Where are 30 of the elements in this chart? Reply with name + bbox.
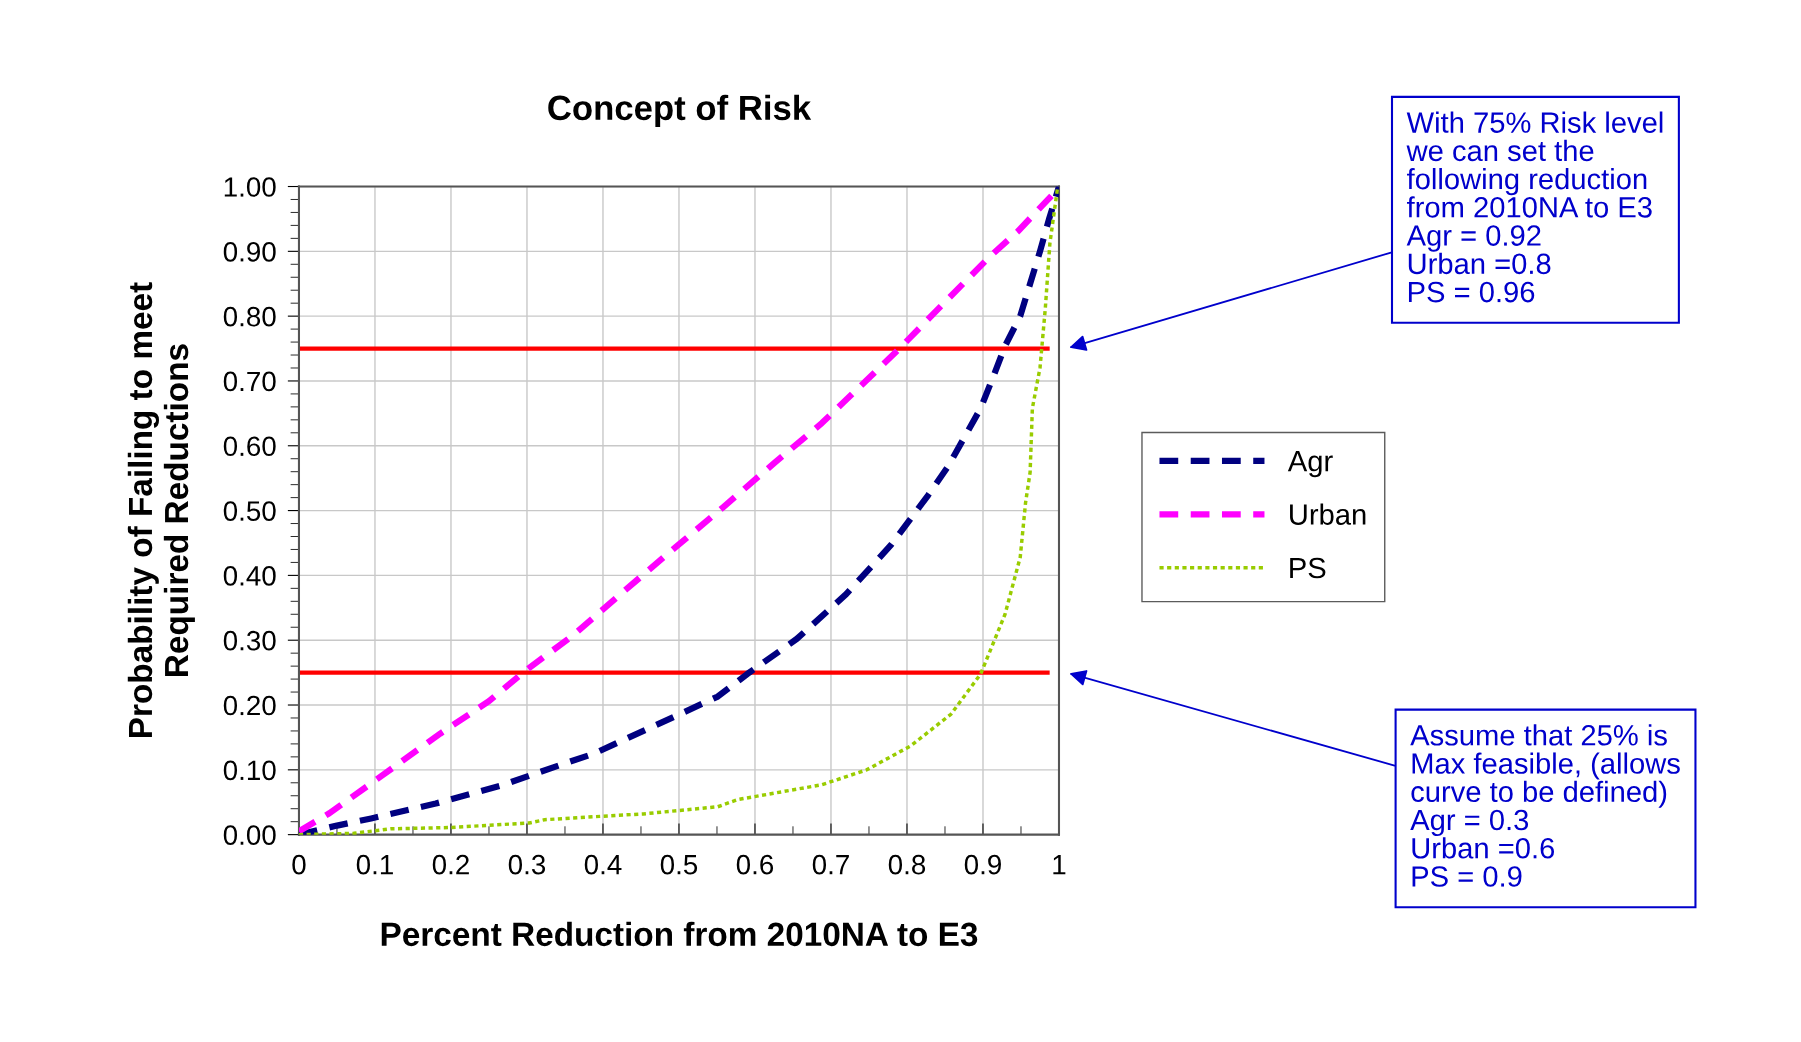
y-tick-label: 0.60: [223, 436, 276, 457]
x-axis-title: Percent Reduction from 2010NA to E3: [381, 921, 978, 947]
y-tick-label: 0.00: [223, 825, 276, 845]
y-tick-label: 1.00: [224, 177, 276, 197]
legend-label: PS: [1290, 557, 1326, 579]
text: With 75% Risk level we can set the following reduction from 2010NA to E3 Agr = 0.92 Urban =0.8 PS = 0.96: [1406, 111, 1663, 303]
x-tick-label: 0.3: [508, 854, 546, 875]
y-tick-label: 0.80: [223, 306, 276, 327]
x-tick-label: 0.1: [356, 854, 393, 875]
x-tick-label: 1: [1053, 855, 1066, 875]
x-tick-label: 0.6: [736, 854, 774, 875]
x-tick-label: 0.2: [432, 854, 469, 875]
y-tick-label: 0.90: [223, 242, 276, 262]
x-tick-label: 0.9: [964, 854, 1001, 875]
y-tick-label: 0.40: [223, 566, 276, 586]
x-tick-label: 0.7: [812, 854, 849, 875]
legend-label: Urban: [1290, 503, 1366, 525]
x-tick-label: 0.8: [888, 854, 926, 875]
y-axis-title: Probability of Failing to meet Required Reductions: [127, 282, 195, 738]
y-tick-label: 0.10: [223, 760, 276, 781]
text: Assume that 25% is Max feasible, (allows curve to be defined) Agr = 0.3 Urban =0.6 PS = 0.9: [1410, 724, 1680, 887]
x-tick-label: 0: [292, 854, 306, 875]
legend-label: Agr: [1287, 451, 1333, 478]
chart-title: Concept of Risk: [548, 94, 812, 128]
y-tick-label: 0.70: [223, 371, 276, 392]
y-tick-label: 0.30: [223, 630, 276, 651]
x-tick-label: 0.4: [584, 854, 622, 875]
y-tick-label: 0.50: [223, 501, 276, 521]
y-tick-label: 0.20: [223, 695, 276, 716]
x-tick-label: 0.5: [660, 854, 698, 875]
